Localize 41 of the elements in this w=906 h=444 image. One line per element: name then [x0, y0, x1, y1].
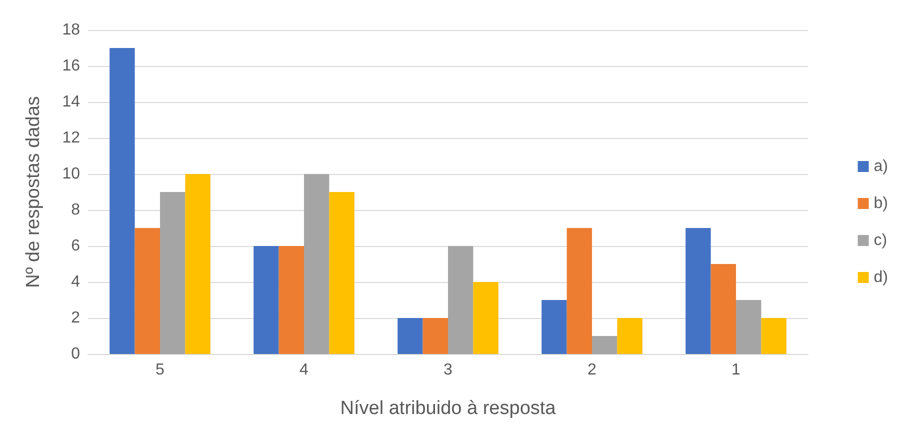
y-tick-label: 2: [71, 310, 80, 326]
y-tick-label: 8: [71, 202, 80, 218]
x-tick-label: 2: [588, 362, 597, 378]
y-axis-title: Nº de respostas dadas: [23, 96, 44, 288]
bar: [473, 282, 498, 354]
x-tick-label: 1: [732, 362, 741, 378]
bar: [278, 246, 304, 354]
legend-label: d): [874, 269, 888, 286]
bar: [304, 174, 330, 354]
bar: [542, 300, 567, 354]
y-tick-label: 6: [71, 238, 80, 254]
y-tick-label: 10: [62, 166, 80, 182]
x-tick-label: 5: [156, 362, 165, 378]
bar: [160, 192, 186, 354]
bar: [110, 48, 135, 354]
x-tick-label: 3: [444, 362, 453, 378]
bar: [761, 318, 786, 354]
bar: [185, 174, 210, 354]
bar: [566, 228, 592, 354]
bar: [134, 228, 160, 354]
y-tick-label: 14: [62, 94, 80, 110]
legend-label: b): [874, 195, 888, 212]
x-tick-label: 4: [300, 362, 309, 378]
legend-label: a): [874, 158, 888, 175]
bar: [398, 318, 423, 354]
bar: [686, 228, 711, 354]
bar: [254, 246, 279, 354]
bar: [736, 300, 762, 354]
y-tick-label: 16: [62, 58, 80, 74]
bar: [710, 264, 736, 354]
legend-label: c): [874, 232, 888, 249]
y-tick-label: 4: [71, 274, 80, 290]
y-tick-label: 0: [71, 346, 80, 362]
bar: [617, 318, 642, 354]
bar: [329, 192, 354, 354]
bar: [422, 318, 448, 354]
y-tick-label: 12: [62, 130, 80, 146]
bar: [592, 336, 618, 354]
y-tick-label: 18: [62, 22, 80, 38]
x-axis-title: Nível atribuido à resposta: [340, 398, 556, 419]
bar: [448, 246, 474, 354]
